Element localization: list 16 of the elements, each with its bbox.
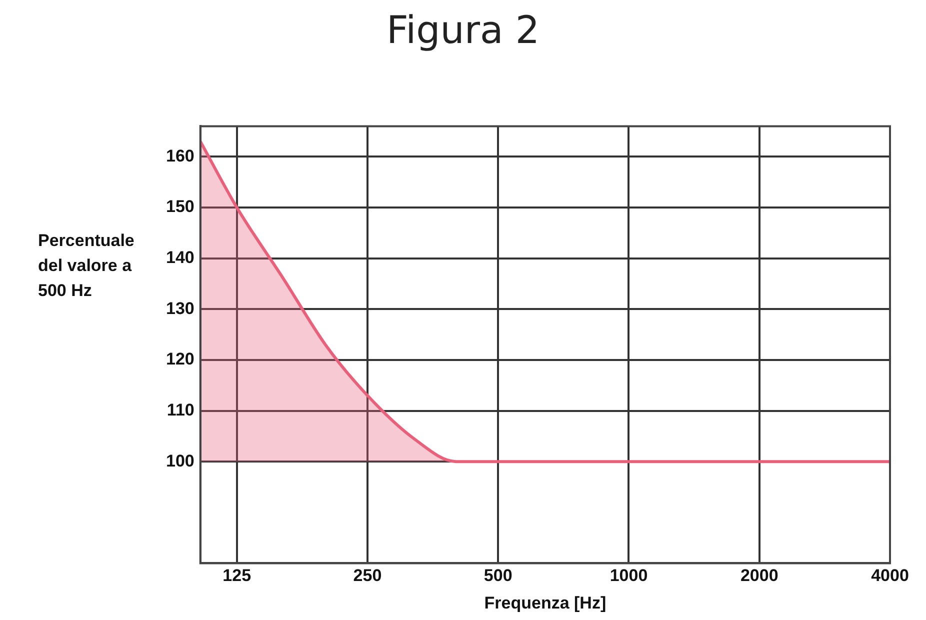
x-tick-label: 4000 <box>871 566 909 586</box>
y-axis-title: Percentuale del valore a 500 Hz <box>38 230 136 302</box>
x-tick-label: 125 <box>222 566 252 586</box>
x-axis-title: Frequenza [Hz] <box>484 593 606 612</box>
y-tick-label: 150 <box>166 197 194 216</box>
x-tick-label: 500 <box>484 566 512 586</box>
y-tick-label: 140 <box>166 248 194 268</box>
y-tick-label: 100 <box>166 451 194 470</box>
y-tick-label: 120 <box>166 350 194 369</box>
y-tick-label: 160 <box>166 146 194 166</box>
y-tick-label: 130 <box>166 298 194 318</box>
x-tick-label: 250 <box>353 566 382 586</box>
y-tick-label: 110 <box>166 400 194 420</box>
x-tick-label: 2000 <box>740 566 778 586</box>
chart-title: Figura 2 <box>385 8 541 52</box>
x-tick-label: 1000 <box>610 566 648 586</box>
